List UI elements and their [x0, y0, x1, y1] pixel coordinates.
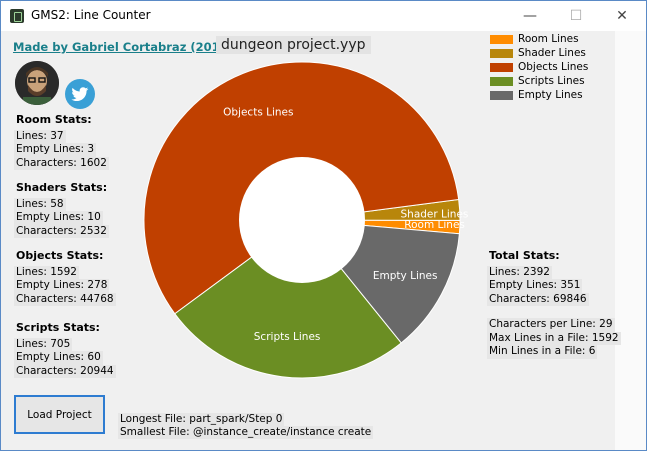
- legend-label-empty: Empty Lines: [518, 89, 583, 101]
- objects-stats-heading: Objects Stats:: [16, 249, 104, 262]
- shaders-empty-lines: Empty Lines: 10: [14, 211, 103, 225]
- legend-item-shader: Shader Lines: [490, 46, 588, 60]
- close-icon: ✕: [616, 8, 628, 24]
- room-stats: Room Stats: Lines: 37 Empty Lines: 3 Cha…: [14, 113, 109, 170]
- title-bar: GMS2: Line Counter — ☐ ✕: [1, 1, 646, 31]
- pie-donut-hole: [239, 157, 365, 283]
- pie-label-empty: Empty Lines: [373, 270, 438, 282]
- maximize-icon: ☐: [569, 8, 583, 24]
- maximize-button[interactable]: ☐: [553, 1, 599, 31]
- room-stats-heading: Room Stats:: [16, 113, 92, 126]
- client-area: Made by Gabriel Cortabraz (2018) dungeon…: [1, 31, 646, 450]
- room-characters: Characters: 1602: [14, 156, 109, 170]
- longest-file: Longest File: part_spark/Step 0: [118, 413, 285, 426]
- legend-label-room: Room Lines: [518, 33, 579, 45]
- twitter-icon: [71, 86, 89, 101]
- objects-characters: Characters: 44768: [14, 292, 116, 306]
- total-characters: Characters: 69846: [487, 292, 589, 306]
- legend-item-room: Room Lines: [490, 32, 588, 46]
- pie-label-scripts: Scripts Lines: [254, 331, 321, 343]
- right-panel: [615, 31, 646, 450]
- chart-legend: Room Lines Shader Lines Objects Lines Sc…: [490, 32, 588, 102]
- smallest-file: Smallest File: @instance_create/instance…: [118, 426, 374, 439]
- total-lines: Lines: 2392: [487, 265, 552, 279]
- room-empty-lines: Empty Lines: 3: [14, 143, 97, 157]
- max-lines-in-file: Max Lines in a File: 1592: [487, 331, 621, 345]
- total-stats-heading: Total Stats:: [489, 249, 560, 262]
- objects-lines: Lines: 1592: [14, 265, 79, 279]
- credit-link[interactable]: Made by Gabriel Cortabraz (2018): [13, 40, 233, 54]
- minimize-button[interactable]: —: [507, 1, 553, 31]
- legend-item-empty: Empty Lines: [490, 88, 588, 102]
- project-name: dungeon project.yyp: [216, 36, 371, 54]
- window-title: GMS2: Line Counter: [31, 8, 151, 22]
- total-empty-lines: Empty Lines: 351: [487, 279, 583, 293]
- objects-empty-lines: Empty Lines: 278: [14, 279, 110, 293]
- pie-slice-scripts: [174, 219, 402, 379]
- objects-stats: Objects Stats: Lines: 1592 Empty Lines: …: [14, 249, 116, 306]
- shaders-characters: Characters: 2532: [14, 224, 109, 238]
- total-stats: Total Stats: Lines: 2392 Empty Lines: 35…: [487, 249, 621, 359]
- legend-swatch-room: [490, 34, 513, 44]
- file-info: Longest File: part_spark/Step 0 Smallest…: [118, 413, 374, 439]
- characters-per-line: Characters per Line: 29: [487, 318, 615, 332]
- legend-item-objects: Objects Lines: [490, 60, 588, 74]
- author-avatar[interactable]: [15, 61, 59, 105]
- load-project-button[interactable]: Load Project: [14, 395, 105, 434]
- minimize-icon: —: [523, 8, 537, 24]
- pie-label-objects: Objects Lines: [223, 107, 293, 119]
- room-lines: Lines: 37: [14, 129, 66, 143]
- legend-item-scripts: Scripts Lines: [490, 74, 588, 88]
- scripts-characters: Characters: 20944: [14, 364, 116, 378]
- scripts-stats: Scripts Stats: Lines: 705 Empty Lines: 6…: [14, 321, 116, 378]
- legend-label-shader: Shader Lines: [518, 47, 586, 59]
- shaders-stats: Shaders Stats: Lines: 58 Empty Lines: 10…: [14, 181, 109, 238]
- shaders-stats-heading: Shaders Stats:: [16, 181, 108, 194]
- pie-label-room: Room Lines: [404, 219, 465, 231]
- pie-label-shader: Shader Lines: [401, 209, 469, 221]
- twitter-button[interactable]: [65, 79, 95, 109]
- legend-swatch-scripts: [490, 76, 513, 86]
- legend-swatch-shader: [490, 48, 513, 58]
- scripts-empty-lines: Empty Lines: 60: [14, 351, 103, 365]
- legend-label-scripts: Scripts Lines: [518, 75, 585, 87]
- scripts-stats-heading: Scripts Stats:: [16, 321, 100, 334]
- legend-swatch-empty: [490, 90, 513, 100]
- avatar-image: [15, 61, 59, 105]
- scripts-lines: Lines: 705: [14, 337, 73, 351]
- legend-label-objects: Objects Lines: [518, 61, 589, 73]
- close-button[interactable]: ✕: [599, 1, 645, 31]
- app-icon: [10, 9, 24, 23]
- shaders-lines: Lines: 58: [14, 197, 66, 211]
- min-lines-in-file: Min Lines in a File: 6: [487, 345, 598, 359]
- legend-swatch-objects: [490, 62, 513, 72]
